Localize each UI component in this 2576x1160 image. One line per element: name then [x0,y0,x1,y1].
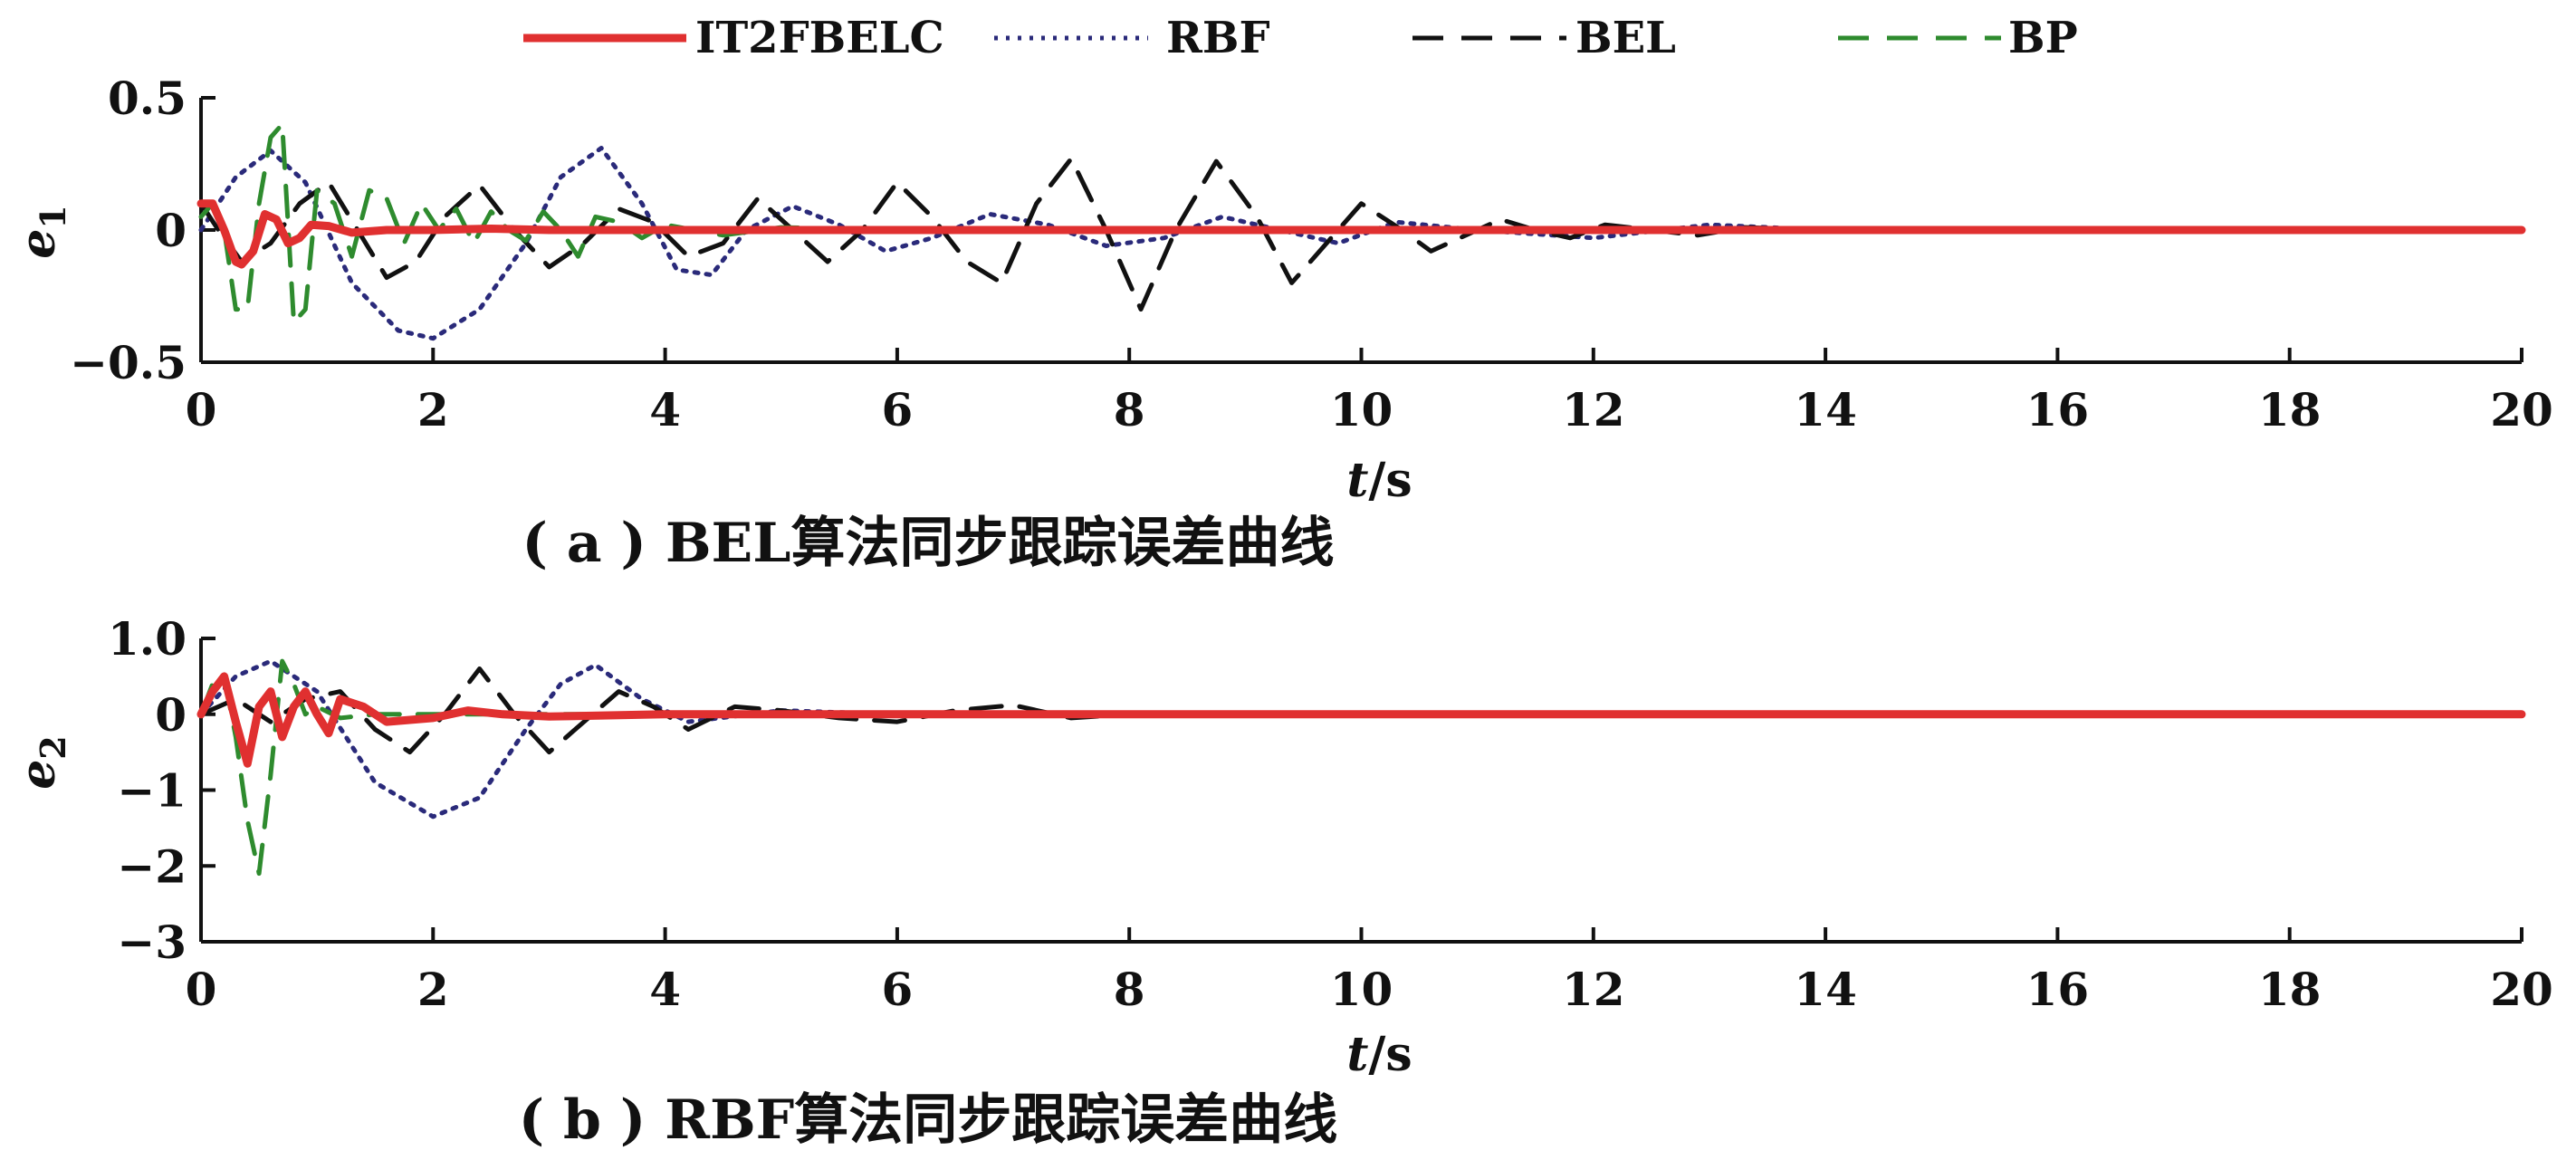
caption-b: ( b ) RBF算法同步跟踪误差曲线 [519,1088,1338,1152]
x-tick-label: 20 [2490,383,2553,436]
series-line-rbf [198,658,2524,820]
x-tick-label: 18 [2258,383,2322,436]
y-tick-label: −3 [117,916,187,969]
x-axis-label: t/s [1346,453,1412,508]
y-tick-label: 0 [155,688,187,742]
legend: IT2FBELC RBF BEL BP [523,13,2078,63]
x-tick-label: 14 [1794,383,1857,436]
x-tick-label: 10 [1330,963,1393,1016]
legend-label-bp: BP [2008,13,2078,63]
x-tick-label: 14 [1794,963,1857,1016]
y-tick-label: −0.5 [70,336,187,389]
x-tick-label: 12 [1562,963,1625,1016]
x-tick-label: 2 [417,383,449,436]
x-tick-label: 16 [2026,963,2090,1016]
legend-label-bel: BEL [1575,13,1676,63]
x-tick-label: 0 [186,383,217,436]
y-tick-label: 1.0 [108,612,187,666]
panel-a: 0 2 4 6 8 10 12 14 16 18 20−0.500.5t/se1 [11,72,2553,508]
x-tick-label: 12 [1562,383,1625,436]
x-tick-label: 10 [1330,383,1393,436]
series-line-bp [198,121,2524,325]
x-tick-label: 20 [2490,963,2553,1016]
x-tick-label: 6 [882,963,914,1016]
x-tick-label: 0 [186,963,217,1016]
x-tick-label: 8 [1114,383,1145,436]
series-line-it2fbelc [196,672,2526,768]
x-tick-label: 8 [1114,963,1145,1016]
legend-label-it2fbelc: IT2FBELC [695,13,944,63]
series-line-it2fbelc [196,199,2526,269]
x-axis-label: t/s [1346,1027,1412,1082]
y-tick-label: −1 [117,764,187,818]
x-tick-label: 2 [417,963,449,1016]
caption-a: ( a ) BEL算法同步跟踪误差曲线 [522,512,1335,575]
x-tick-label: 4 [649,383,681,436]
y-axis-label: e1 [11,205,73,259]
x-tick-label: 6 [882,383,914,436]
x-tick-label: 4 [649,963,681,1016]
y-tick-label: 0.5 [108,72,187,125]
y-tick-label: 0 [155,204,187,257]
legend-label-rbf: RBF [1166,13,1270,63]
y-tick-label: −2 [117,839,187,893]
x-tick-label: 16 [2026,383,2090,436]
panel-b: 0 2 4 6 8 10 12 14 16 18 20 −3 −2 −1 0 1.0 t/s e2 [11,612,2553,1082]
series-line-bp [198,658,2524,877]
y-axis-label: e2 [11,735,73,790]
x-tick-label: 18 [2258,963,2322,1016]
series-line-rbf [198,146,2524,341]
